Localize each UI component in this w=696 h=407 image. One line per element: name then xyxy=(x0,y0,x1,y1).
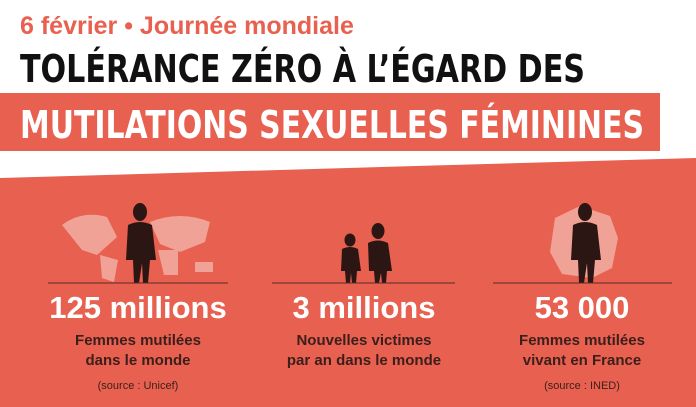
kicker: 6 février • Journée mondiale xyxy=(20,12,354,40)
title-band xyxy=(0,93,660,151)
stat-value: 3 millions xyxy=(293,290,436,325)
world-map xyxy=(62,214,213,282)
stat-value: 53 000 xyxy=(535,290,630,325)
girl-figure xyxy=(341,233,361,283)
woman-figure xyxy=(571,203,601,283)
stat-description: Nouvelles victimes xyxy=(296,332,431,349)
stat-description: Femmes mutilées xyxy=(75,332,201,349)
stat-source: (source : Unicef) xyxy=(98,380,179,392)
stat-description: Femmes mutilées xyxy=(519,332,645,349)
title-line-2: MUTILATIONS SEXUELLES FÉMININES xyxy=(20,103,644,147)
stat-value: 125 millions xyxy=(49,290,226,325)
woman-figure xyxy=(126,203,156,283)
stat-description: dans le monde xyxy=(85,352,190,369)
title-line-1: TOLÉRANCE ZÉRO À L’ÉGARD DES xyxy=(20,47,585,91)
woman-figure xyxy=(368,223,392,283)
stat-description: par an dans le monde xyxy=(287,352,441,369)
stat-description: vivant en France xyxy=(523,352,641,369)
stat-source: (source : INED) xyxy=(544,380,620,392)
